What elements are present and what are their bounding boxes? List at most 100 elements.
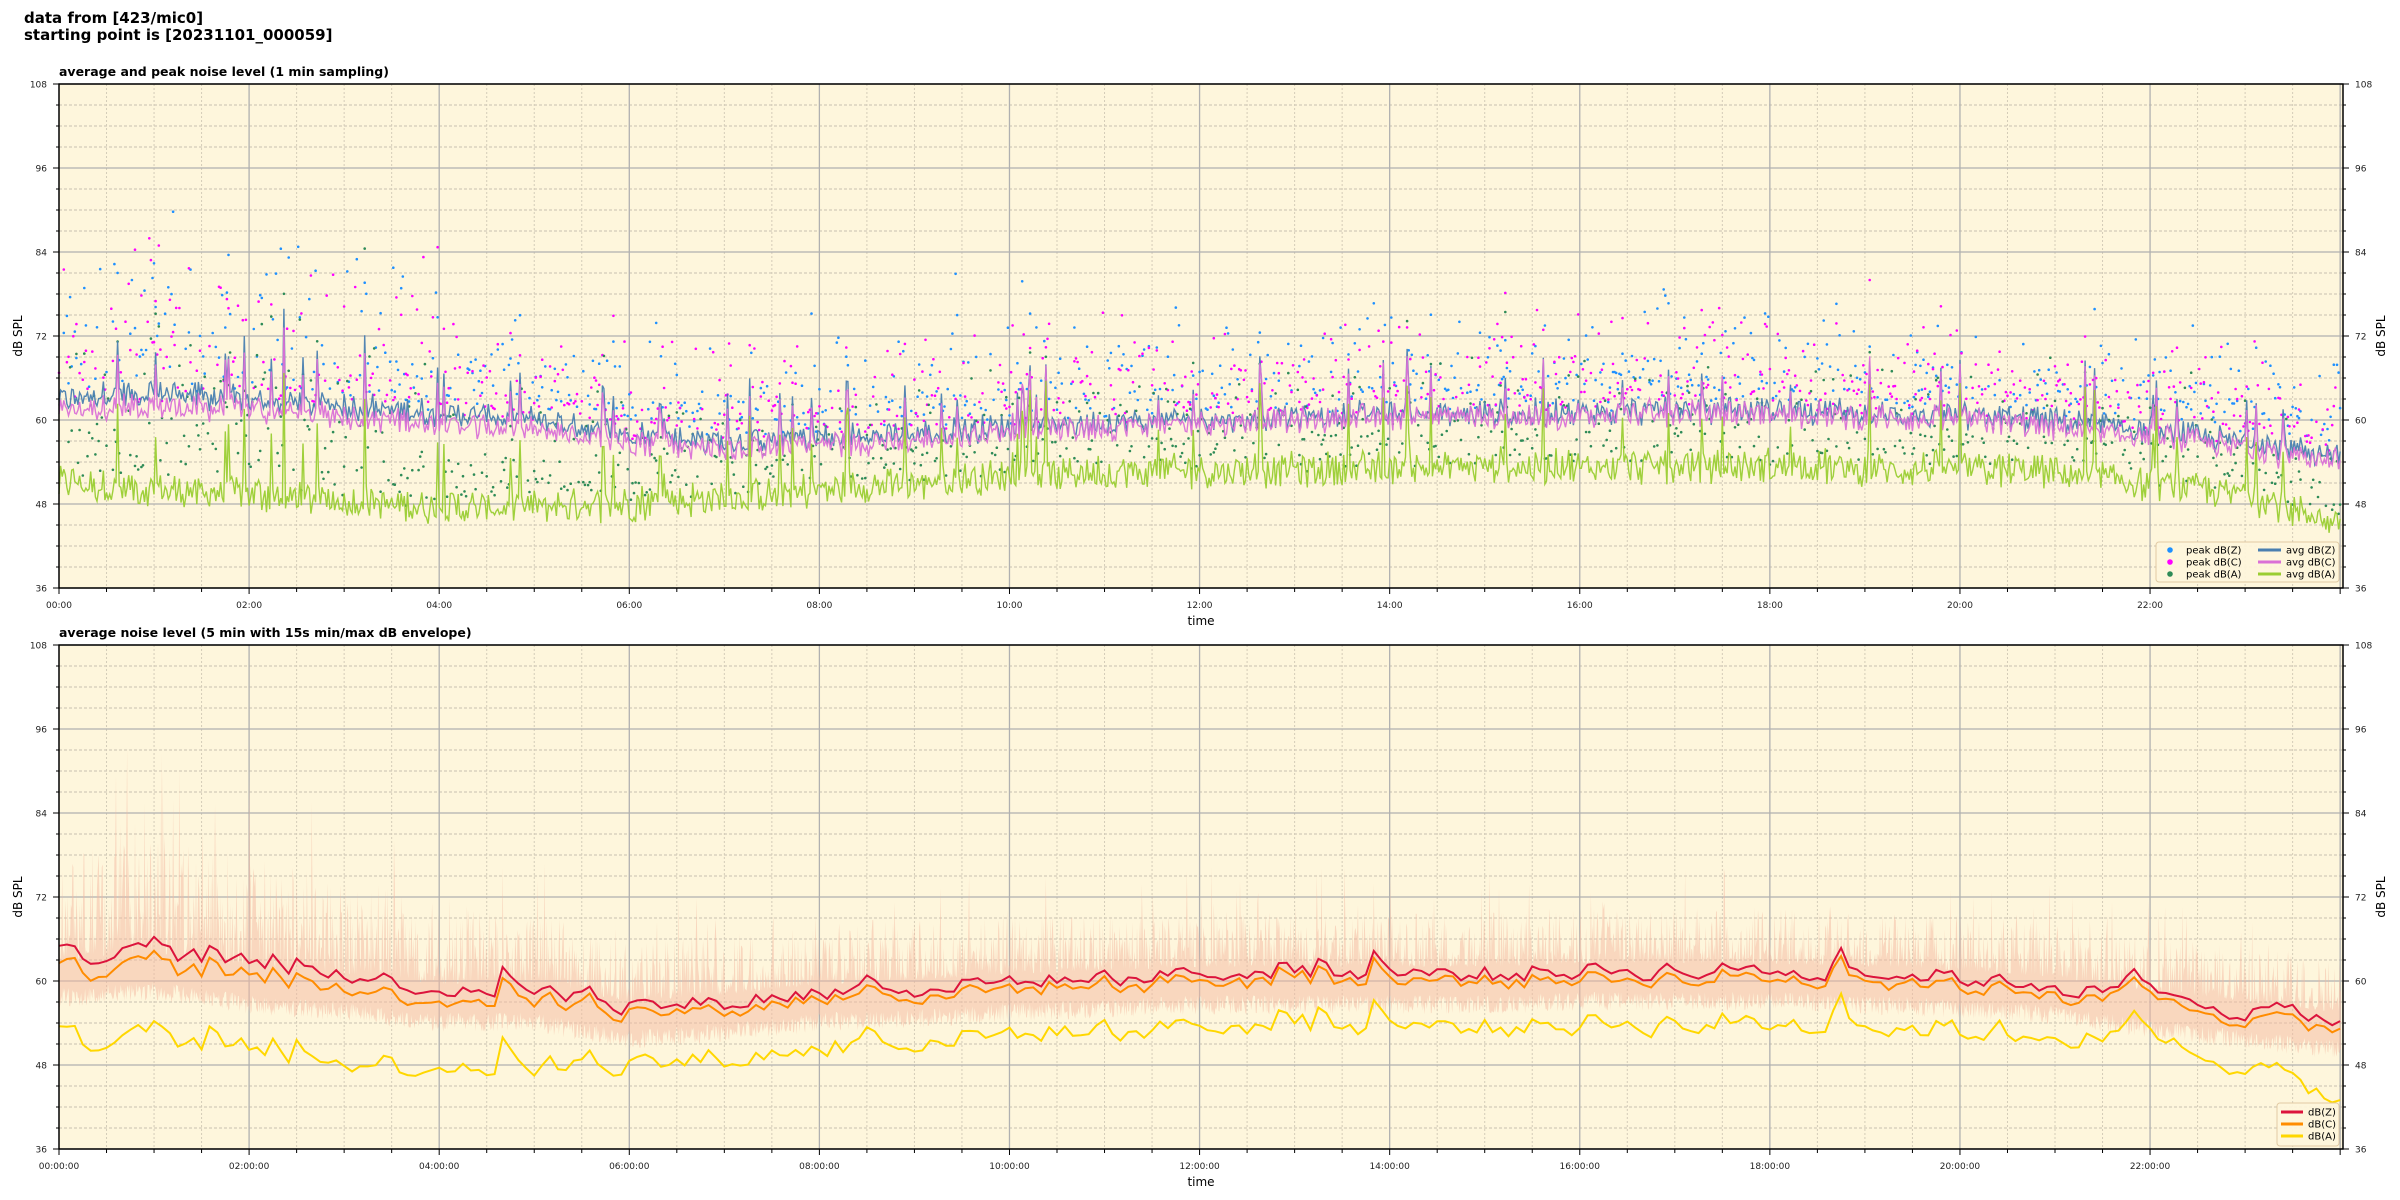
peak-point-peakdbz (366, 362, 370, 365)
peak-point-peakdbz (1749, 331, 1753, 335)
peak-point-peakdba (884, 463, 888, 466)
peak-point-peakdbc (439, 402, 443, 406)
peak-point-peakdba (2049, 356, 2052, 360)
peak-point-peakdbz (1149, 398, 1152, 402)
peak-point-peakdba (1557, 396, 1561, 399)
peak-point-peakdbc (1185, 409, 1189, 413)
peak-point-peakdbc (713, 421, 717, 425)
peak-point-peakdbz (95, 326, 99, 329)
peak-point-peakdbz (1272, 371, 1276, 375)
peak-point-peakdba (553, 439, 557, 443)
peak-point-peakdbz (1697, 384, 1700, 387)
peak-point-peakdbz (1212, 394, 1216, 398)
peak-point-peakdbz (1274, 406, 1277, 409)
peak-point-peakdba (1179, 455, 1182, 458)
peak-point-peakdba (973, 451, 976, 454)
peak-point-peakdbc (924, 338, 927, 342)
peak-point-peakdbc (2174, 400, 2177, 404)
peak-point-peakdbc (1494, 403, 1498, 406)
peak-point-peakdbz (2185, 405, 2188, 409)
peak-point-peakdbc (300, 312, 303, 315)
peak-point-peakdbz (1378, 375, 1382, 379)
x-tick-label: 00:00:00 (39, 1162, 80, 1172)
peak-point-peakdbc (1700, 308, 1703, 312)
peak-point-peakdbc (349, 374, 352, 377)
peak-point-peakdbz (479, 369, 482, 373)
peak-point-peakdba (1640, 459, 1643, 462)
peak-point-peakdbc (1396, 389, 1399, 393)
peak-point-peakdba (1198, 454, 1201, 457)
peak-point-peakdbz (1546, 374, 1550, 378)
peak-point-peakdbz (1370, 387, 1374, 390)
peak-point-peakdba (306, 424, 310, 428)
peak-point-peakdbz (846, 363, 850, 367)
y-tick-label: 108 (30, 642, 47, 652)
peak-point-peakdba (1467, 452, 1471, 456)
peak-point-peakdba (2294, 457, 2298, 460)
peak-point-peakdbz (2277, 383, 2280, 386)
peak-point-peakdba (1128, 449, 1132, 453)
peak-point-peakdbc (323, 379, 327, 383)
peak-point-peakdbz (83, 286, 86, 290)
peak-point-peakdbc (1616, 381, 1620, 385)
x-tick-label: 14:00:00 (1369, 1162, 1410, 1172)
peak-point-peakdbc (173, 343, 176, 347)
peak-point-peakdba (374, 429, 378, 433)
peak-point-peakdbc (1679, 396, 1683, 400)
peak-point-peakdbc (1692, 366, 1696, 370)
peak-point-peakdbc (1676, 377, 1680, 380)
peak-point-peakdba (602, 354, 606, 358)
peak-point-peakdbc (1678, 336, 1681, 339)
peak-point-peakdbz (1172, 373, 1176, 377)
peak-point-peakdba (1385, 443, 1388, 446)
peak-point-peakdbc (548, 365, 552, 368)
peak-point-peakdbz (1713, 386, 1716, 389)
peak-point-peakdba (2324, 504, 2328, 508)
legend: dB(Z)dB(C)dB(A) (2276, 1102, 2340, 1147)
peak-point-peakdbz (1687, 373, 1691, 377)
peak-point-peakdba (1196, 429, 1200, 433)
peak-point-peakdba (87, 431, 91, 435)
peak-point-peakdbc (2234, 387, 2237, 391)
peak-point-peakdbc (537, 405, 541, 408)
peak-point-peakdba (2208, 430, 2212, 434)
y-tick-label-right: 84 (2355, 249, 2367, 259)
peak-point-peakdba (868, 423, 872, 427)
peak-point-peakdbc (1990, 371, 1993, 375)
peak-point-peakdba (783, 454, 786, 458)
peak-point-peakdba (827, 433, 831, 436)
peak-point-peakdba (1513, 448, 1517, 452)
peak-point-peakdba (1608, 429, 1612, 433)
peak-point-peakdba (2123, 448, 2126, 452)
peak-point-peakdba (2270, 481, 2274, 485)
peak-point-peakdbc (1288, 384, 1292, 387)
peak-point-peakdbz (2273, 396, 2277, 400)
peak-point-peakdbc (1727, 355, 1730, 358)
peak-point-peakdbc (312, 400, 316, 403)
peak-point-peakdbc (1271, 389, 1274, 392)
peak-point-peakdba (1044, 355, 1048, 359)
peak-point-peakdba (493, 493, 496, 497)
peak-point-peakdbz (287, 256, 291, 259)
peak-point-peakdbc (1561, 400, 1564, 404)
peak-point-peakdba (1195, 464, 1198, 468)
peak-point-peakdbc (748, 343, 751, 347)
peak-point-peakdbc (574, 400, 577, 403)
peak-point-peakdbc (102, 376, 105, 379)
peak-point-peakdbc (369, 376, 373, 380)
peak-point-peakdbz (1210, 372, 1214, 376)
peak-point-peakdbz (1285, 402, 1288, 406)
peak-point-peakdba (683, 449, 686, 453)
peak-point-peakdbc (1729, 386, 1732, 389)
peak-point-peakdbc (963, 395, 967, 398)
peak-point-peakdbz (151, 276, 154, 280)
peak-point-peakdbc (2212, 410, 2215, 414)
peak-point-peakdba (1089, 448, 1092, 451)
peak-point-peakdbz (876, 410, 880, 413)
peak-point-peakdba (1459, 438, 1463, 442)
peak-point-peakdbc (2228, 427, 2231, 430)
peak-point-peakdbc (1152, 368, 1155, 371)
peak-point-peakdbc (1500, 335, 1504, 339)
peak-point-peakdbz (2025, 403, 2028, 407)
peak-point-peakdbc (1928, 397, 1932, 401)
